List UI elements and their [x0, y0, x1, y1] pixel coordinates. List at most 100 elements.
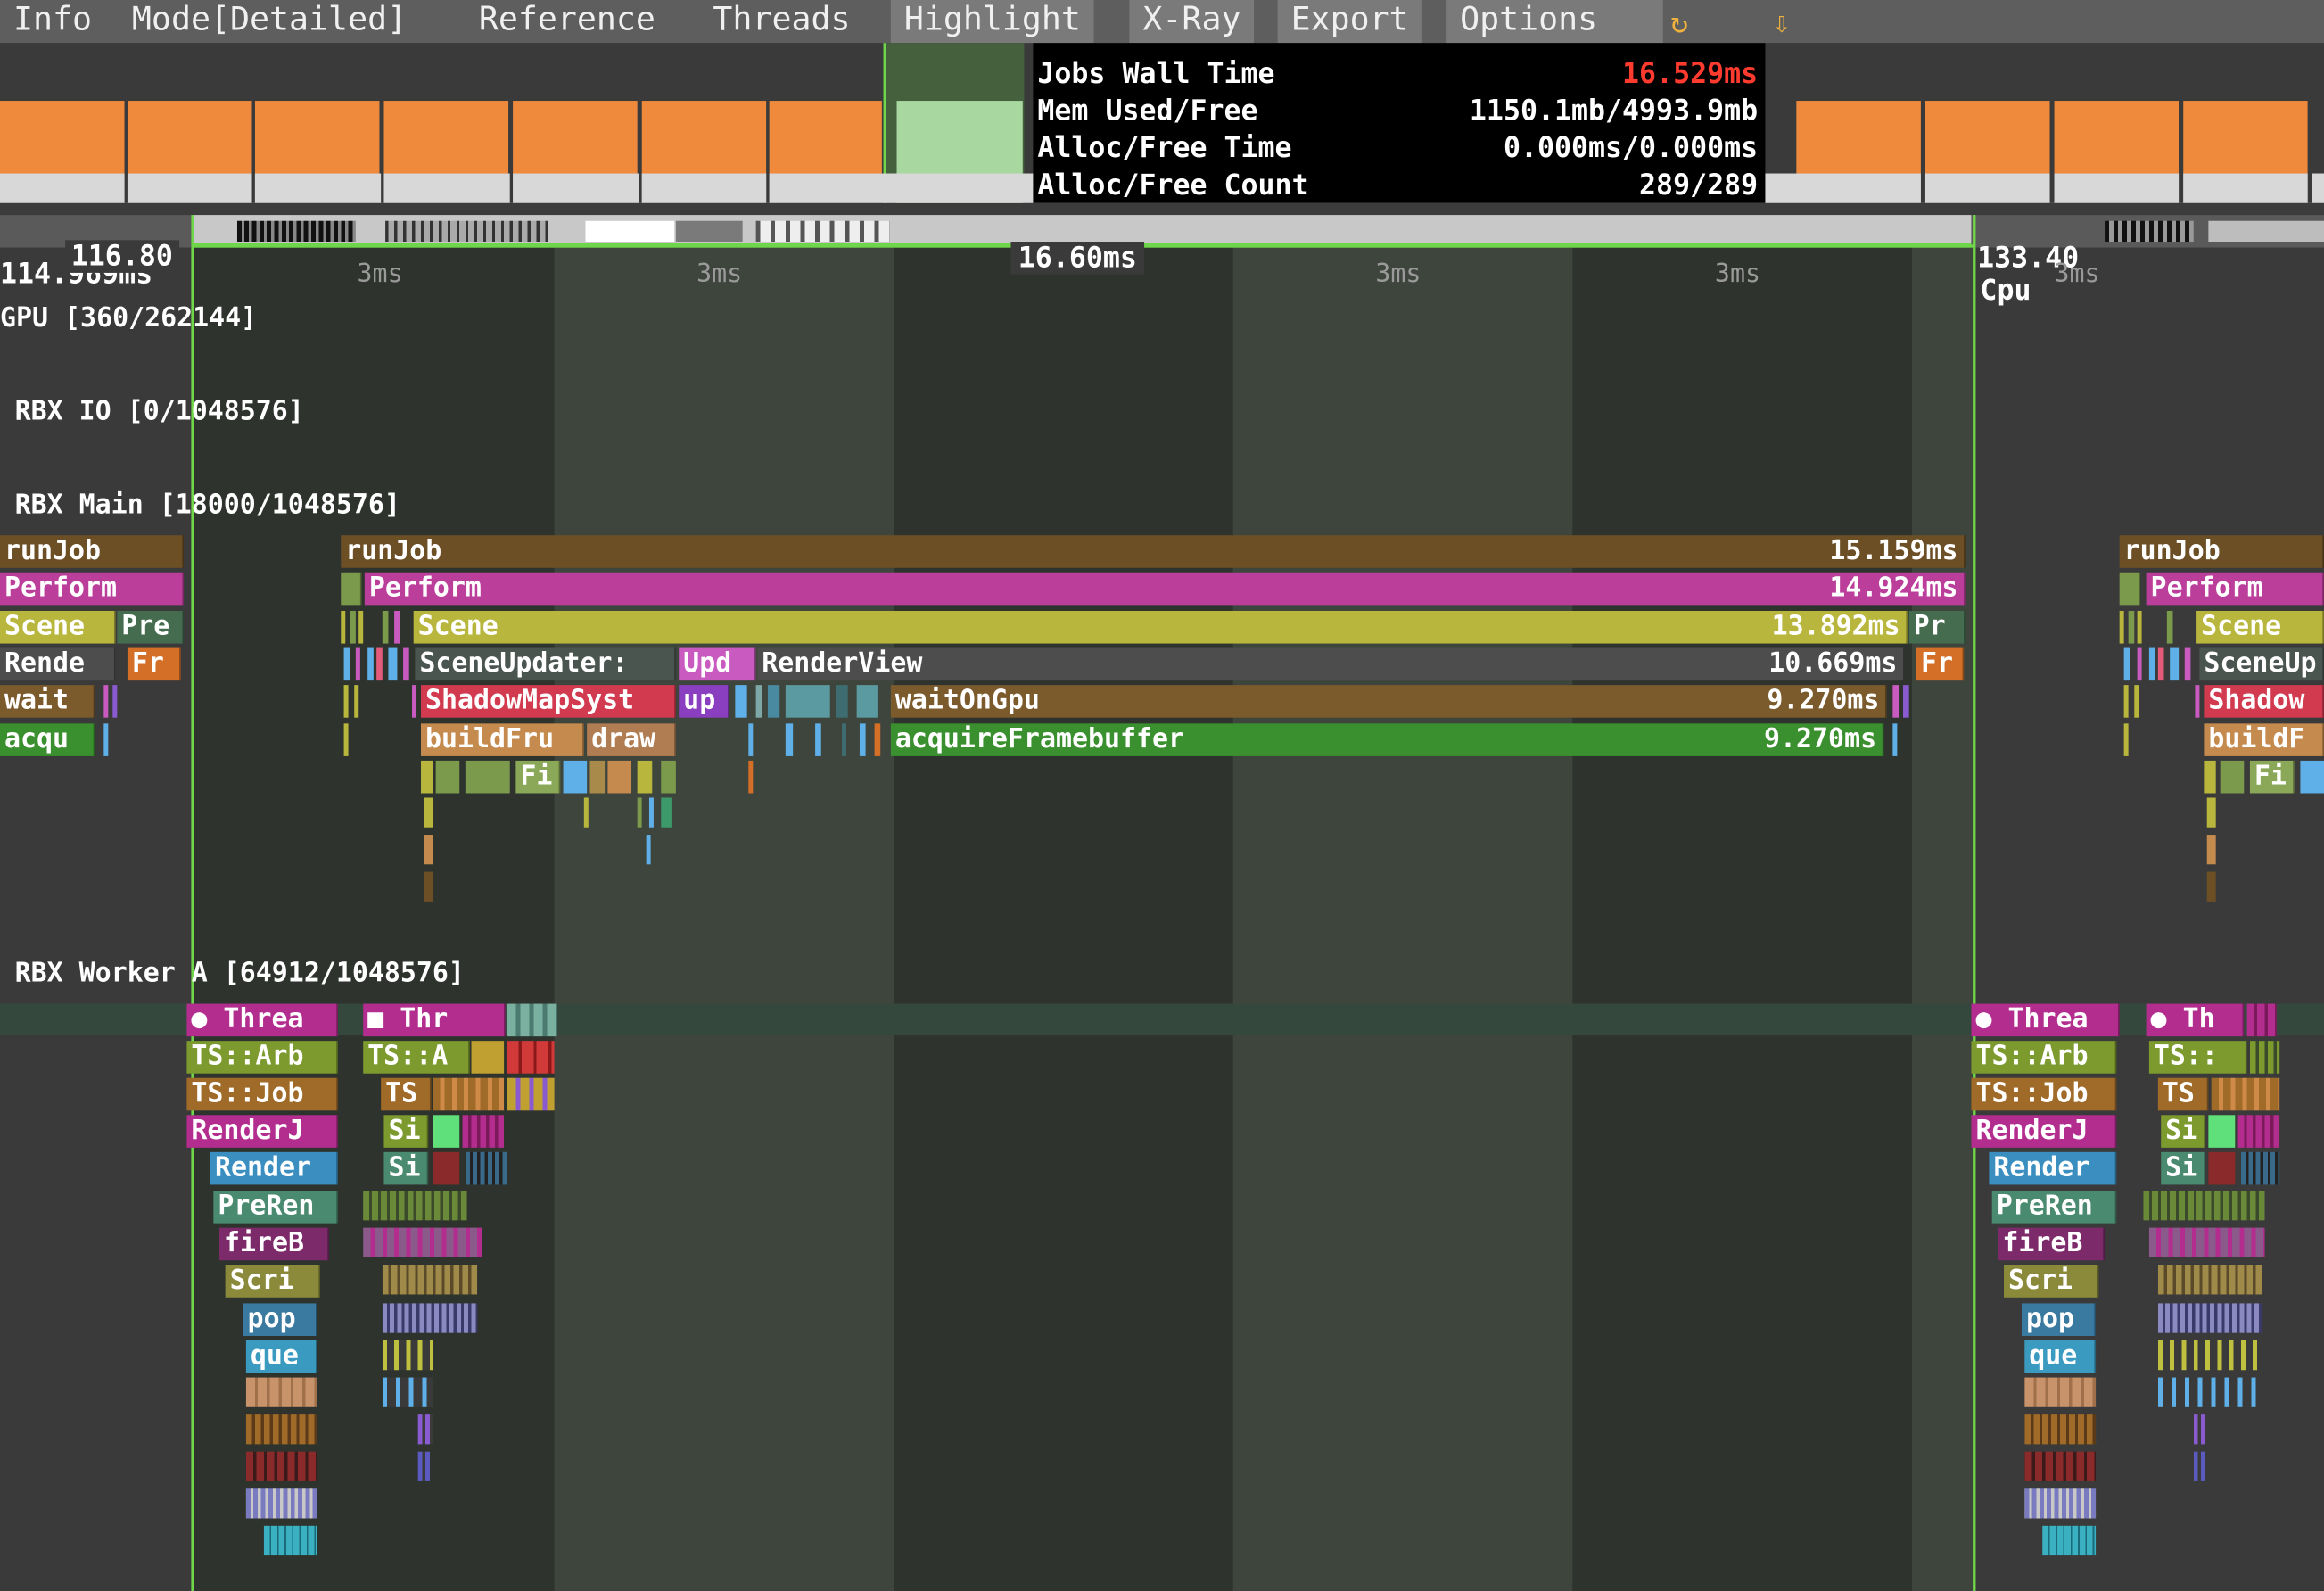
frame-bar[interactable] — [2183, 101, 2308, 174]
zone-sliver[interactable] — [2024, 1414, 2097, 1445]
zone-sliver[interactable] — [2220, 760, 2245, 794]
zone-renderjob[interactable]: RenderJ — [1971, 1115, 2117, 1148]
zone-sliver[interactable] — [2204, 760, 2216, 794]
frame-bar[interactable] — [127, 101, 252, 174]
zone-sliver[interactable] — [507, 1041, 555, 1074]
zone-sliver[interactable] — [2123, 723, 2129, 756]
zone-render[interactable]: Rende — [0, 647, 116, 681]
zone-scene[interactable]: Scene — [2196, 610, 2324, 644]
zone-sliver[interactable] — [2195, 685, 2200, 718]
zone-sliver[interactable] — [874, 723, 881, 756]
zone-sliver[interactable] — [382, 1340, 433, 1371]
zone-queue[interactable]: que — [2024, 1340, 2097, 1373]
zone-sliver[interactable] — [2170, 647, 2180, 681]
zone-sliver[interactable] — [421, 760, 433, 794]
zone-sliver[interactable] — [433, 1151, 460, 1185]
thread-label-main[interactable]: RBX Main [18000/1048576] — [14, 489, 400, 521]
zone-sliver[interactable] — [2206, 797, 2216, 828]
zone-waitongpu[interactable]: waitOnGpu 9.270ms — [890, 685, 1887, 718]
zone-sliver[interactable] — [355, 647, 360, 681]
zone-sliver[interactable] — [2157, 647, 2164, 681]
refresh-icon[interactable]: ↻ — [1670, 4, 1689, 40]
zone-si[interactable]: Si — [383, 1115, 429, 1148]
zone-upd[interactable]: Upd — [679, 647, 756, 681]
zone-sliver[interactable] — [417, 1414, 433, 1445]
zone-sliver[interactable] — [363, 1191, 467, 1221]
frame-bar[interactable] — [2054, 101, 2180, 174]
zone-sliver[interactable] — [2024, 1488, 2097, 1519]
zone-sliver[interactable] — [2208, 1151, 2236, 1185]
zone-sliver[interactable] — [735, 685, 747, 718]
zone-renderjob[interactable]: RenderJ — [186, 1115, 338, 1148]
zone-sliver[interactable] — [412, 685, 417, 718]
zone-sliver[interactable] — [2184, 647, 2191, 681]
zone-sliver[interactable] — [648, 797, 654, 828]
zone-firebind[interactable]: fireB — [1998, 1227, 2106, 1261]
zone-perform[interactable]: Perform — [0, 572, 185, 606]
zone-sliver[interactable] — [2024, 1451, 2097, 1481]
menu-options[interactable]: Options — [1446, 0, 1663, 44]
zone-sliver[interactable] — [2128, 610, 2135, 644]
zone-si[interactable]: Si — [383, 1151, 429, 1185]
zone-sliver[interactable] — [403, 647, 409, 681]
zone-ts-arbiter[interactable]: TS:: — [2148, 1041, 2247, 1074]
menu-export[interactable]: Export — [1277, 0, 1422, 44]
zone-sliver[interactable] — [2134, 685, 2139, 718]
frame-bar[interactable] — [383, 101, 509, 174]
zone-sliver[interactable] — [507, 1077, 555, 1111]
zone-sliver[interactable] — [2157, 1303, 2262, 1333]
zone-fi[interactable]: Fi — [2249, 760, 2295, 794]
frame-bar[interactable] — [254, 101, 380, 174]
zone-fr-main[interactable]: Fr — [1916, 647, 1965, 681]
frame-bar[interactable] — [641, 101, 767, 174]
zone-up[interactable]: up — [679, 685, 729, 718]
zone-sliver[interactable] — [358, 610, 364, 644]
zone-sliver[interactable] — [2157, 1377, 2262, 1407]
zone-sliver[interactable] — [2193, 1414, 2209, 1445]
menu-threads[interactable]: Threads — [713, 1, 851, 39]
zone-perform-main[interactable]: Perform 14.924ms — [364, 572, 1966, 606]
zone-sliver[interactable] — [424, 871, 433, 902]
zone-sliver[interactable] — [563, 760, 588, 794]
menu-highlight[interactable]: Highlight — [890, 0, 1094, 44]
zone-ts[interactable]: TS — [381, 1077, 432, 1111]
zone-sliver[interactable] — [343, 723, 349, 756]
menu-xray[interactable]: X-Ray — [1129, 0, 1255, 44]
zone-si[interactable]: Si — [2161, 1115, 2206, 1148]
zone-prerender[interactable]: PreRen — [213, 1191, 338, 1224]
zone-sliver[interactable] — [382, 610, 389, 644]
zone-sliver[interactable] — [465, 760, 510, 794]
zone-sceneupdater[interactable]: SceneUpdater: — [415, 647, 676, 681]
zone-fr[interactable]: Fr — [127, 647, 181, 681]
download-arrow-icon[interactable]: ⇩ — [1772, 4, 1791, 40]
zone-sliver[interactable] — [2208, 1115, 2236, 1148]
zone-sliver[interactable] — [2193, 1451, 2206, 1481]
zone-sliver[interactable] — [2024, 1377, 2097, 1407]
zone-runjob[interactable]: runJob — [2119, 535, 2324, 568]
zone-thread[interactable]: ● Th — [2146, 1003, 2245, 1037]
zone-sliver[interactable] — [755, 685, 762, 718]
zone-shadowmapsystem[interactable]: Shadow — [2204, 685, 2324, 718]
zone-sliver[interactable] — [785, 723, 794, 756]
zone-sliver[interactable] — [2137, 647, 2142, 681]
zone-sliver[interactable] — [2166, 610, 2173, 644]
zone-sliver[interactable] — [2119, 572, 2140, 606]
zone-sliver[interactable] — [661, 760, 676, 794]
zone-sliver[interactable] — [607, 760, 632, 794]
thread-label-gpu[interactable]: GPU [360/262144] — [0, 302, 258, 334]
zone-sliver[interactable] — [382, 1303, 478, 1333]
zone-sliver[interactable] — [637, 797, 642, 828]
zone-sliver[interactable] — [341, 610, 346, 644]
zone-prerender[interactable]: PreRen — [1991, 1191, 2117, 1224]
zone-draw[interactable]: draw — [587, 723, 676, 756]
zone-queue[interactable]: que — [245, 1340, 317, 1373]
zone-ts-job[interactable]: TS::Job — [1971, 1077, 2117, 1111]
zone-acquire[interactable]: acqu — [0, 723, 95, 756]
zone-ts[interactable]: TS — [2157, 1077, 2209, 1111]
zone-scene[interactable]: Scene — [0, 610, 116, 644]
frame-bar[interactable] — [1924, 101, 2050, 174]
zone-render[interactable]: Render — [210, 1151, 338, 1185]
zone-sliver[interactable] — [103, 685, 109, 718]
zone-wait[interactable]: wait — [0, 685, 95, 718]
zone-sliver[interactable] — [815, 723, 821, 756]
